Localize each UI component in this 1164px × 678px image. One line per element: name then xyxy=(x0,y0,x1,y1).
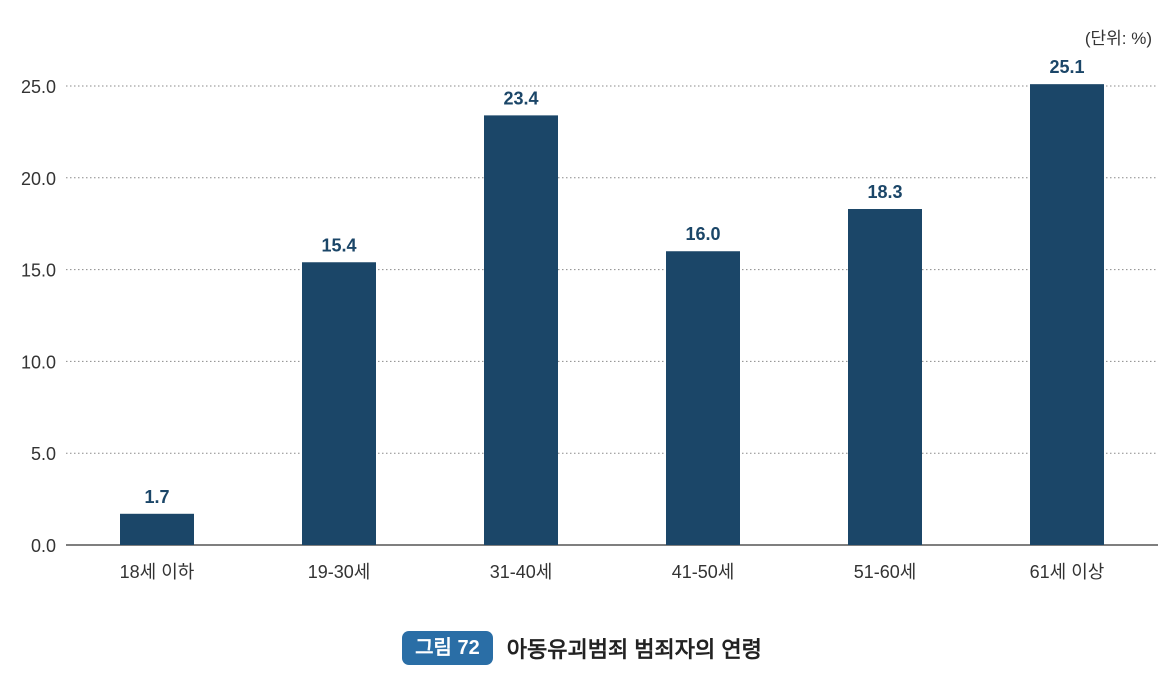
y-tick-label: 0.0 xyxy=(31,536,56,556)
x-category-label: 18세 이하 xyxy=(120,562,195,582)
bar xyxy=(1030,84,1104,545)
figure-caption: 그림 72 아동유괴범죄 범죄자의 연령 xyxy=(0,629,1164,667)
bar xyxy=(120,513,194,545)
y-tick-label: 10.0 xyxy=(21,352,56,372)
x-category-label: 61세 이상 xyxy=(1030,562,1105,582)
y-tick-label: 15.0 xyxy=(21,261,56,281)
chart-canvas: 0.0 5.0 10.0 15.0 20.0 25.0 1.7 18세 이하 15.4 19-30… xyxy=(21,57,1158,582)
figure-number-badge: 그림 72 xyxy=(402,631,493,665)
bar-value-label: 23.4 xyxy=(503,88,538,108)
bar-value-label: 1.7 xyxy=(144,487,169,507)
y-tick-label: 5.0 xyxy=(31,444,56,464)
bar-value-label: 18.3 xyxy=(867,182,902,202)
x-category-label: 41-50세 xyxy=(672,562,735,582)
bar xyxy=(302,262,376,545)
y-tick-label: 20.0 xyxy=(21,169,56,189)
bar-chart: 0.0 5.0 10.0 15.0 20.0 25.0 1.7 18세 이하 15.4 19-30… xyxy=(21,57,1158,582)
bar-value-label: 16.0 xyxy=(685,224,720,244)
bar-value-label: 15.4 xyxy=(321,235,356,255)
bar xyxy=(848,209,922,545)
figure-title: 아동유괴범죄 범죄자의 연령 xyxy=(506,637,762,662)
x-category-label: 31-40세 xyxy=(490,562,553,582)
bar xyxy=(666,251,740,546)
y-tick-label: 25.0 xyxy=(21,77,56,97)
x-category-label: 51-60세 xyxy=(854,562,917,582)
x-category-label: 19-30세 xyxy=(308,562,371,582)
bar-value-label: 25.1 xyxy=(1049,57,1084,77)
bar xyxy=(484,115,558,545)
unit-label: (단위: %) xyxy=(1084,29,1152,48)
